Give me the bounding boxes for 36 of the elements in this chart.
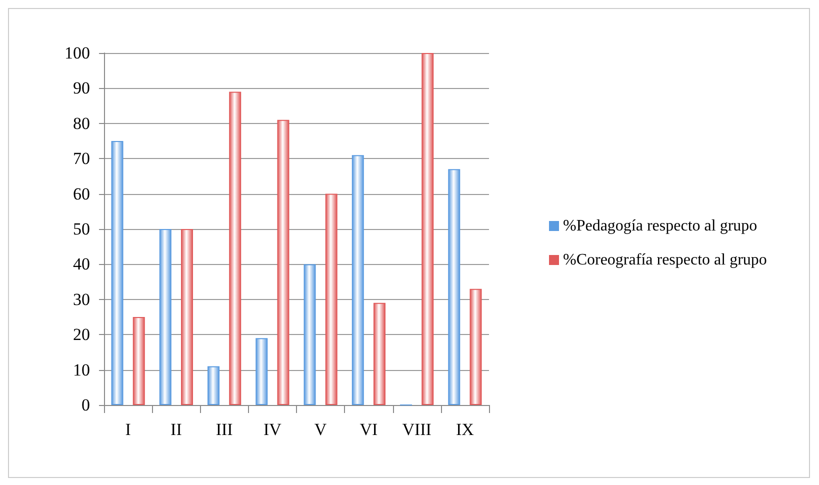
y-tick-label: 70 — [73, 149, 90, 168]
y-tick-label: 30 — [73, 290, 90, 309]
bar — [352, 155, 364, 405]
y-tick-label: 90 — [73, 78, 90, 98]
bar — [373, 302, 386, 405]
bar — [325, 194, 338, 405]
y-tick-label: 50 — [73, 220, 90, 238]
y-tick-label: 60 — [73, 184, 90, 204]
bar — [422, 53, 434, 405]
x-tick-label: IV — [263, 420, 282, 439]
legend-label: %Coreografía respecto al grupo — [563, 252, 767, 268]
x-tick-label: VI — [360, 420, 378, 439]
bar — [229, 92, 242, 405]
x-tick-label: V — [314, 420, 328, 439]
bar — [470, 288, 482, 405]
x-tick-label: I — [125, 420, 132, 439]
y-tick-label: 0 — [82, 396, 90, 414]
y-tick-label: 40 — [73, 254, 90, 274]
bar — [208, 366, 220, 405]
bar — [132, 317, 145, 405]
x-tick-label: VIII — [402, 420, 432, 439]
y-tick-label: 10 — [73, 360, 90, 380]
y-tick-label: 80 — [73, 114, 90, 133]
y-tick-label: 20 — [73, 325, 90, 344]
bar — [304, 264, 316, 405]
bar — [448, 169, 460, 405]
x-tick-label: IX — [456, 420, 474, 439]
bar — [111, 141, 124, 405]
y-tick-label: 100 — [64, 44, 90, 62]
x-tick-label: III — [216, 420, 234, 439]
bar — [256, 338, 268, 405]
bar — [277, 120, 290, 405]
x-tick-label: II — [170, 420, 182, 439]
legend-label: %Pedagogía respecto al grupo — [563, 218, 758, 234]
bar — [159, 229, 172, 405]
bar — [180, 229, 193, 405]
